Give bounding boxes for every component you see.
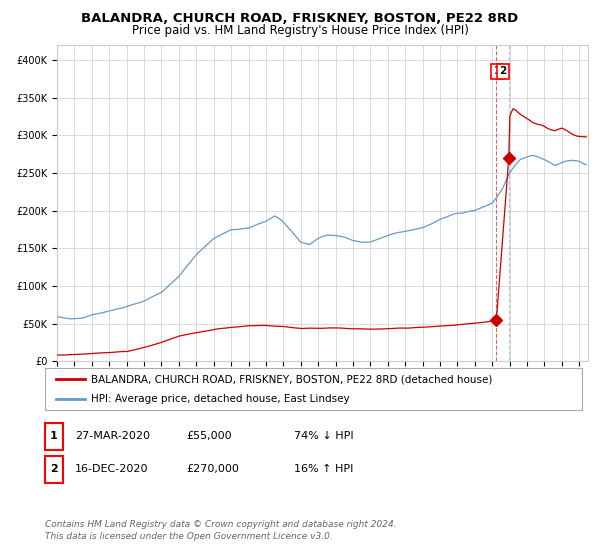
Text: Price paid vs. HM Land Registry's House Price Index (HPI): Price paid vs. HM Land Registry's House …: [131, 24, 469, 37]
Text: BALANDRA, CHURCH ROAD, FRISKNEY, BOSTON, PE22 8RD (detached house): BALANDRA, CHURCH ROAD, FRISKNEY, BOSTON,…: [91, 374, 492, 384]
Text: 1: 1: [50, 431, 58, 441]
Text: 27-MAR-2020: 27-MAR-2020: [75, 431, 150, 441]
Text: £270,000: £270,000: [186, 464, 239, 474]
Text: HPI: Average price, detached house, East Lindsey: HPI: Average price, detached house, East…: [91, 394, 349, 404]
Text: 74% ↓ HPI: 74% ↓ HPI: [294, 431, 353, 441]
Text: Contains HM Land Registry data © Crown copyright and database right 2024.
This d: Contains HM Land Registry data © Crown c…: [45, 520, 397, 541]
Text: 16% ↑ HPI: 16% ↑ HPI: [294, 464, 353, 474]
Text: 1: 1: [493, 66, 501, 76]
Text: 2: 2: [50, 464, 58, 474]
Text: £55,000: £55,000: [186, 431, 232, 441]
Text: 16-DEC-2020: 16-DEC-2020: [75, 464, 149, 474]
Text: BALANDRA, CHURCH ROAD, FRISKNEY, BOSTON, PE22 8RD: BALANDRA, CHURCH ROAD, FRISKNEY, BOSTON,…: [82, 12, 518, 25]
Text: 2: 2: [500, 66, 507, 76]
